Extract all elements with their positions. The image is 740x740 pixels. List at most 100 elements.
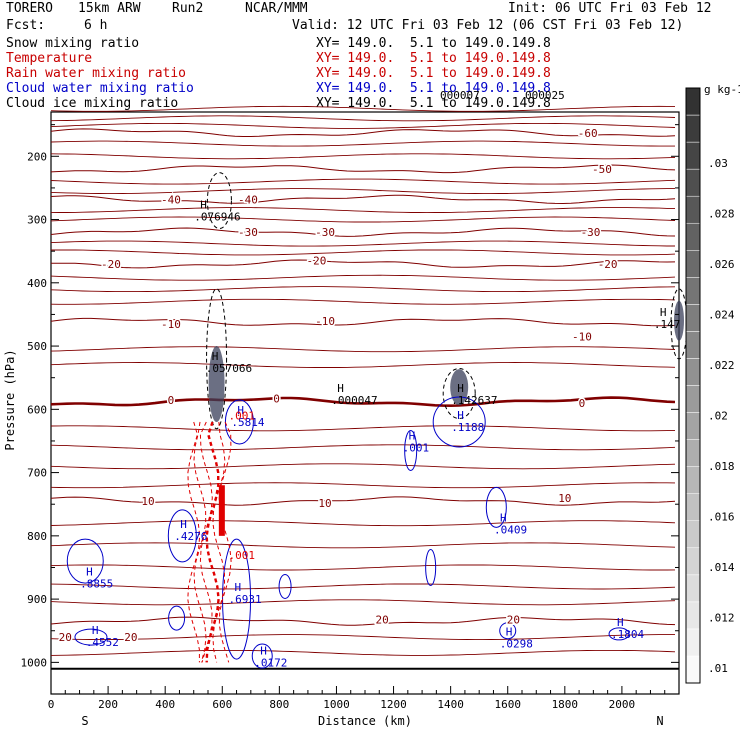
colorbar-tick-label: .01 [708, 662, 728, 675]
colorbar-cell [685, 168, 701, 197]
isotherm [50, 227, 676, 237]
rain-contour [205, 421, 220, 663]
isotherm [50, 259, 676, 269]
max-value-label: .147 [654, 318, 681, 331]
snow-shading [674, 300, 684, 341]
header-fcst-label: Fcst: [6, 18, 46, 33]
isotherm-label: 10 [318, 497, 331, 510]
cloud-water-contour [168, 605, 186, 631]
cloud-water-contour [167, 509, 197, 563]
colorbar-cell [685, 574, 701, 603]
max-marker: H [457, 382, 464, 395]
isotherm [50, 249, 676, 256]
isotherm-label: -40 [238, 193, 258, 206]
header-resolution: 15km ARW [78, 1, 141, 16]
y-tick-label: 900 [27, 593, 47, 606]
field-name: Cloud water mixing ratio [6, 81, 194, 96]
colorbar-cell [685, 87, 701, 116]
colorbar-tick-label: .03 [708, 157, 728, 170]
cloud-water-contour [485, 486, 507, 528]
header-model: TORERO [6, 1, 53, 16]
isotherm-label: -60 [578, 127, 598, 140]
max-value-label: .001 [229, 410, 256, 423]
temperature-contours [50, 105, 676, 656]
isotherm [50, 542, 676, 549]
snow-shading [450, 369, 469, 406]
colorbar-cell [685, 385, 701, 413]
y-tick-label: 800 [27, 530, 47, 543]
isotherm-label: 20 [507, 613, 520, 626]
cloud-water-contour [425, 548, 437, 586]
overlap-label: 000007 [440, 89, 480, 102]
cloud-water-contour [251, 643, 273, 669]
field-name: Cloud ice mixing ratio [6, 96, 179, 111]
isotherm [50, 649, 676, 656]
colorbar-cell [685, 439, 701, 467]
x-tick-label: 1400 [437, 698, 464, 711]
snow-contour [442, 368, 476, 420]
max-value-label: .8855 [80, 577, 113, 590]
colorbar-cell [685, 520, 701, 549]
x-tick-label: 200 [98, 698, 118, 711]
isotherm-label: 10 [141, 495, 154, 508]
header-org: NCAR/MMM [245, 1, 308, 16]
y-tick-label: 400 [27, 277, 47, 290]
isotherm [50, 346, 676, 353]
isotherm [50, 298, 676, 305]
isotherm [50, 115, 676, 122]
isotherm [50, 178, 676, 185]
isotherm-label: 0 [273, 393, 280, 406]
y-tick-label: 600 [27, 403, 47, 416]
max-value-label: .1188 [451, 421, 484, 434]
isotherm-label: -20 [101, 258, 121, 271]
colorbar-tick-label: .02 [708, 410, 728, 423]
colorbar-cell [685, 331, 701, 359]
north-end-label: N [656, 714, 663, 728]
max-marker: H [457, 409, 464, 422]
y-tick-label: 1000 [21, 656, 48, 669]
isotherm [50, 216, 676, 223]
colorbar-cell [685, 466, 701, 494]
max-value-label: .057066 [206, 362, 252, 375]
isotherm-label: 0 [579, 397, 586, 410]
isotherm-label: 20 [124, 631, 137, 644]
isotherm [50, 634, 675, 641]
isotherm [50, 105, 675, 112]
max-marker: H [180, 518, 187, 531]
colorbar-cell [685, 628, 701, 657]
isotherm [50, 122, 676, 129]
isotherm [50, 396, 676, 408]
isotherm-label: 20 [376, 613, 389, 626]
colorbar-cell [685, 114, 701, 143]
field-name: Snow mixing ratio [6, 36, 140, 51]
isotherm [50, 425, 676, 432]
isotherm-label: -10 [315, 315, 335, 328]
x-tick-label: 1000 [323, 698, 350, 711]
x-tick-label: 0 [48, 698, 55, 711]
x-tick-label: 800 [269, 698, 289, 711]
max-value-label: .0172 [254, 656, 287, 669]
max-marker: H [500, 512, 507, 525]
colorbar-cell [685, 141, 701, 170]
rain-core [218, 485, 225, 536]
isotherm-label: -50 [592, 163, 612, 176]
isotherm [50, 599, 676, 606]
isotherm [50, 463, 676, 470]
isotherm [50, 140, 675, 147]
colorbar-cell [685, 222, 701, 251]
colorbar-tick-label: .022 [708, 359, 735, 372]
isotherm [50, 362, 676, 368]
field-name: Rain water mixing ratio [6, 66, 187, 81]
max-marker: H [260, 644, 267, 657]
field-name: Temperature [6, 51, 93, 66]
max-value-label: .000047 [331, 394, 377, 407]
max-marker: H [337, 382, 344, 395]
max-marker: H [235, 581, 242, 594]
isotherm [50, 444, 676, 451]
max-marker: H [660, 306, 667, 319]
isotherm [50, 153, 676, 160]
max-value-label: .001 [403, 441, 430, 454]
isotherm [50, 520, 676, 527]
snow-shading [208, 346, 225, 423]
